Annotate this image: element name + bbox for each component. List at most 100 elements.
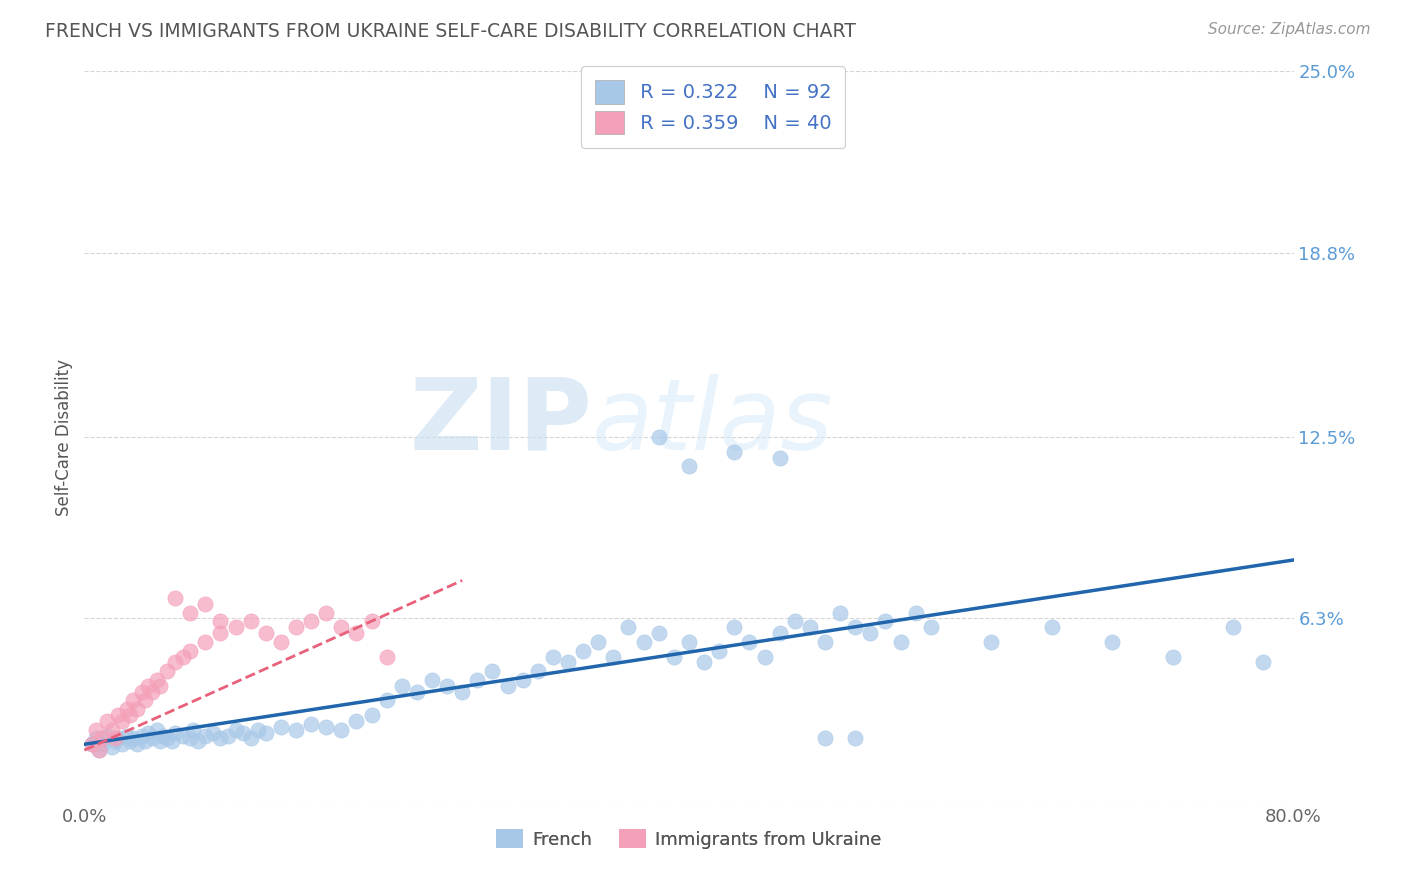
- Point: [194, 635, 217, 649]
- Point: [769, 450, 792, 465]
- Point: [239, 615, 262, 629]
- Point: [209, 731, 232, 746]
- Point: [541, 649, 564, 664]
- Point: [572, 643, 595, 657]
- Point: [270, 635, 292, 649]
- Text: ZIP: ZIP: [409, 374, 592, 471]
- Point: [232, 725, 254, 739]
- Point: [814, 635, 837, 649]
- Point: [346, 626, 368, 640]
- Point: [247, 723, 270, 737]
- Point: [420, 673, 443, 687]
- Point: [980, 635, 1002, 649]
- Point: [360, 708, 382, 723]
- Point: [86, 723, 108, 737]
- Point: [436, 679, 458, 693]
- Point: [100, 723, 122, 737]
- Point: [80, 737, 103, 751]
- Point: [648, 430, 671, 444]
- Point: [844, 731, 866, 746]
- Point: [783, 615, 806, 629]
- Point: [254, 626, 277, 640]
- Point: [136, 725, 159, 739]
- Text: Source: ZipAtlas.com: Source: ZipAtlas.com: [1208, 22, 1371, 37]
- Point: [239, 731, 262, 746]
- Point: [375, 693, 398, 707]
- Point: [496, 679, 519, 693]
- Point: [181, 723, 204, 737]
- Text: atlas: atlas: [592, 374, 834, 471]
- Legend: French, Immigrants from Ukraine: French, Immigrants from Ukraine: [489, 822, 889, 856]
- Point: [104, 734, 127, 748]
- Point: [209, 615, 232, 629]
- Point: [814, 731, 837, 746]
- Point: [315, 720, 337, 734]
- Point: [127, 737, 149, 751]
- Point: [96, 729, 118, 743]
- Point: [769, 626, 792, 640]
- Point: [104, 731, 127, 746]
- Point: [179, 606, 201, 620]
- Point: [89, 743, 111, 757]
- Point: [225, 723, 247, 737]
- Point: [360, 615, 382, 629]
- Point: [172, 729, 194, 743]
- Point: [391, 679, 413, 693]
- Point: [346, 714, 368, 728]
- Point: [920, 620, 942, 634]
- Point: [633, 635, 655, 649]
- Point: [156, 664, 179, 678]
- Point: [451, 684, 474, 698]
- Point: [118, 734, 141, 748]
- Point: [648, 626, 671, 640]
- Point: [146, 723, 169, 737]
- Point: [134, 693, 156, 707]
- Point: [270, 720, 292, 734]
- Point: [1253, 656, 1275, 670]
- Point: [602, 649, 624, 664]
- Point: [115, 729, 138, 743]
- Point: [1040, 620, 1063, 634]
- Point: [165, 656, 187, 670]
- Point: [91, 731, 114, 746]
- Point: [678, 459, 700, 474]
- Text: FRENCH VS IMMIGRANTS FROM UKRAINE SELF-CARE DISABILITY CORRELATION CHART: FRENCH VS IMMIGRANTS FROM UKRAINE SELF-C…: [45, 22, 856, 41]
- Point: [209, 626, 232, 640]
- Point: [111, 714, 134, 728]
- Point: [127, 702, 149, 716]
- Point: [754, 649, 776, 664]
- Point: [875, 615, 897, 629]
- Point: [172, 649, 194, 664]
- Point: [330, 723, 353, 737]
- Point: [299, 615, 322, 629]
- Point: [134, 734, 156, 748]
- Point: [187, 734, 209, 748]
- Point: [225, 620, 247, 634]
- Point: [890, 635, 912, 649]
- Point: [86, 731, 108, 746]
- Point: [100, 740, 122, 755]
- Point: [904, 606, 927, 620]
- Point: [149, 679, 172, 693]
- Point: [160, 734, 183, 748]
- Point: [723, 620, 745, 634]
- Point: [588, 635, 610, 649]
- Point: [617, 620, 640, 634]
- Point: [194, 729, 217, 743]
- Point: [254, 725, 277, 739]
- Point: [107, 708, 129, 723]
- Point: [165, 725, 187, 739]
- Point: [118, 708, 141, 723]
- Point: [146, 673, 169, 687]
- Point: [678, 635, 700, 649]
- Point: [709, 643, 731, 657]
- Point: [1101, 635, 1123, 649]
- Point: [107, 731, 129, 746]
- Point: [1222, 620, 1244, 634]
- Point: [830, 606, 852, 620]
- Point: [121, 693, 143, 707]
- Point: [141, 684, 163, 698]
- Point: [481, 664, 503, 678]
- Point: [285, 620, 308, 634]
- Point: [738, 635, 761, 649]
